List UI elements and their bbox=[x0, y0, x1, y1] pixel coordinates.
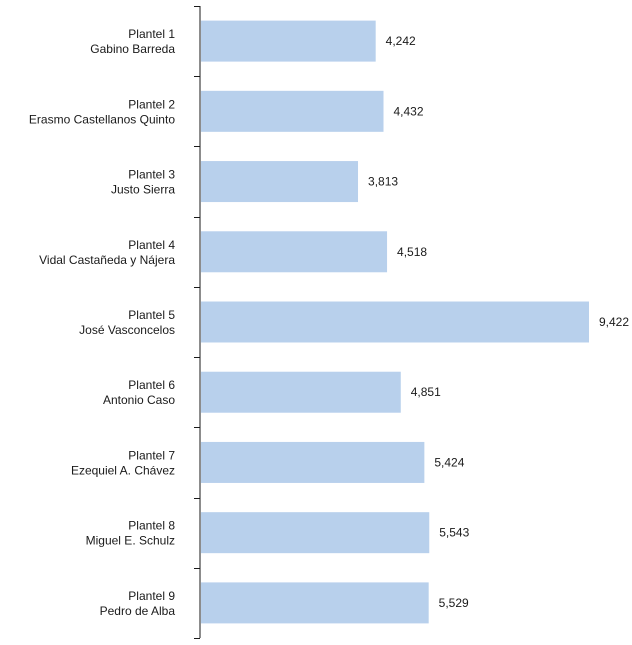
category-label: Plantel 1 Gabino Barreda bbox=[90, 27, 175, 56]
category-label: Plantel 2 Erasmo Castellanos Quinto bbox=[29, 97, 175, 126]
category-label-line-2: Vidal Castañeda y Nájera bbox=[39, 253, 175, 267]
category-label-line-1: Plantel 1 bbox=[128, 27, 175, 41]
category-label: Plantel 8 Miguel E. Schulz bbox=[86, 519, 176, 548]
category-label: Plantel 7 Ezequiel A. Chávez bbox=[71, 448, 175, 477]
bar bbox=[201, 161, 359, 203]
labels-layer: 4,242 Plantel 1 Gabino Barreda 4,432 Plantel… bbox=[29, 27, 629, 618]
category-label-line-2: Miguel E. Schulz bbox=[86, 534, 175, 548]
value-label: 4,518 bbox=[397, 245, 427, 259]
value-label: 4,851 bbox=[411, 385, 441, 399]
category-label: Plantel 5 José Vasconcelos bbox=[79, 308, 175, 337]
value-label: 5,424 bbox=[434, 455, 464, 469]
category-label-line-2: Erasmo Castellanos Quinto bbox=[29, 112, 175, 126]
category-axis bbox=[194, 6, 201, 639]
bar bbox=[201, 90, 384, 132]
category-label: Plantel 4 Vidal Castañeda y Nájera bbox=[39, 238, 175, 267]
category-label-line-1: Plantel 7 bbox=[128, 448, 175, 462]
value-label: 3,813 bbox=[368, 175, 398, 189]
bar bbox=[201, 301, 589, 343]
value-label: 5,529 bbox=[439, 596, 469, 610]
bar bbox=[201, 371, 401, 413]
category-label-line-1: Plantel 3 bbox=[128, 168, 175, 182]
bar bbox=[201, 231, 388, 273]
value-label: 4,432 bbox=[394, 104, 424, 118]
category-label-line-2: Justo Sierra bbox=[111, 183, 175, 197]
category-label-line-1: Plantel 8 bbox=[128, 519, 175, 533]
category-label-line-2: José Vasconcelos bbox=[79, 323, 175, 337]
category-label-line-1: Plantel 5 bbox=[128, 308, 175, 322]
category-label-line-1: Plantel 4 bbox=[128, 238, 175, 252]
category-label-line-1: Plantel 2 bbox=[128, 97, 175, 111]
value-label: 4,242 bbox=[386, 34, 416, 48]
category-label-line-1: Plantel 6 bbox=[128, 378, 175, 392]
category-label-line-2: Antonio Caso bbox=[103, 393, 175, 407]
category-label: Plantel 9 Pedro de Alba bbox=[100, 589, 176, 618]
category-label-line-1: Plantel 9 bbox=[128, 589, 175, 603]
category-label-line-2: Pedro de Alba bbox=[100, 604, 176, 618]
bar bbox=[201, 441, 425, 483]
category-label: Plantel 6 Antonio Caso bbox=[103, 378, 175, 407]
category-label-line-2: Ezequiel A. Chávez bbox=[71, 463, 175, 477]
category-label: Plantel 3 Justo Sierra bbox=[111, 168, 175, 197]
value-label: 5,543 bbox=[439, 526, 469, 540]
category-label-line-2: Gabino Barreda bbox=[90, 42, 175, 56]
bars-layer bbox=[201, 20, 589, 624]
value-label: 9,422 bbox=[599, 315, 629, 329]
bar bbox=[201, 512, 430, 554]
bar bbox=[201, 582, 429, 624]
bar bbox=[201, 20, 376, 62]
